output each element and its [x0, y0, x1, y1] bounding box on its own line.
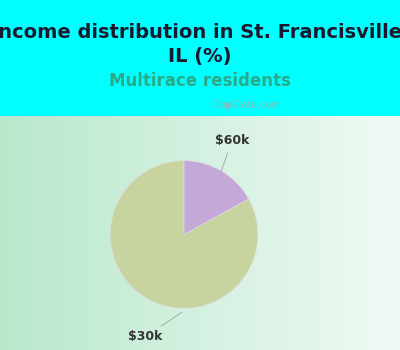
Text: Multirace residents: Multirace residents: [109, 72, 291, 90]
Text: Income distribution in St. Francisville,
IL (%): Income distribution in St. Francisville,…: [0, 23, 400, 65]
Text: ●: ●: [222, 100, 232, 110]
Wedge shape: [110, 161, 258, 308]
Text: $60k: $60k: [214, 134, 249, 171]
Wedge shape: [184, 161, 249, 234]
Text: City-Data.com: City-Data.com: [212, 100, 282, 110]
Text: $30k: $30k: [128, 313, 182, 343]
